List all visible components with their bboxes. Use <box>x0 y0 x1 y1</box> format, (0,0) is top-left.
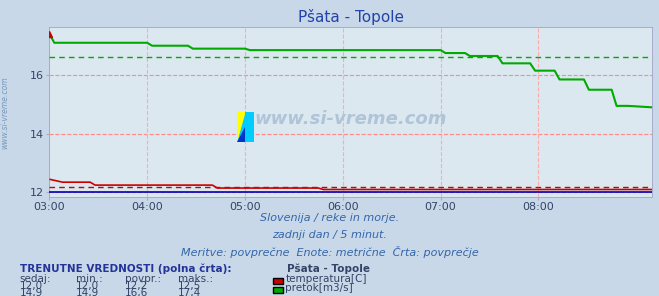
Text: Pšata - Topole: Pšata - Topole <box>287 263 370 274</box>
Polygon shape <box>237 112 254 142</box>
Text: zadnji dan / 5 minut.: zadnji dan / 5 minut. <box>272 230 387 240</box>
Text: 12,2: 12,2 <box>125 281 148 292</box>
Text: 12,0: 12,0 <box>76 281 99 292</box>
Text: 12,0: 12,0 <box>20 281 43 292</box>
Text: Meritve: povprečne  Enote: metrične  Črta: povprečje: Meritve: povprečne Enote: metrične Črta:… <box>181 246 478 258</box>
Text: temperatura[C]: temperatura[C] <box>285 274 367 284</box>
Text: min.:: min.: <box>76 274 103 284</box>
Text: Slovenija / reke in morje.: Slovenija / reke in morje. <box>260 213 399 223</box>
Text: sedaj:: sedaj: <box>20 274 51 284</box>
Text: www.si-vreme.com: www.si-vreme.com <box>1 76 10 149</box>
Text: 12,5: 12,5 <box>178 281 201 292</box>
Text: TRENUTNE VREDNOSTI (polna črta):: TRENUTNE VREDNOSTI (polna črta): <box>20 263 231 274</box>
Bar <box>245 112 254 142</box>
Bar <box>237 112 245 142</box>
Text: maks.:: maks.: <box>178 274 213 284</box>
Text: povpr.:: povpr.: <box>125 274 161 284</box>
Text: pretok[m3/s]: pretok[m3/s] <box>285 283 353 293</box>
Text: 16,6: 16,6 <box>125 288 148 296</box>
Polygon shape <box>237 127 245 142</box>
Title: Pšata - Topole: Pšata - Topole <box>298 9 404 25</box>
Text: 17,4: 17,4 <box>178 288 201 296</box>
Text: 14,9: 14,9 <box>20 288 43 296</box>
Text: www.si-vreme.com: www.si-vreme.com <box>254 110 447 128</box>
Text: 14,9: 14,9 <box>76 288 99 296</box>
Polygon shape <box>237 112 245 142</box>
